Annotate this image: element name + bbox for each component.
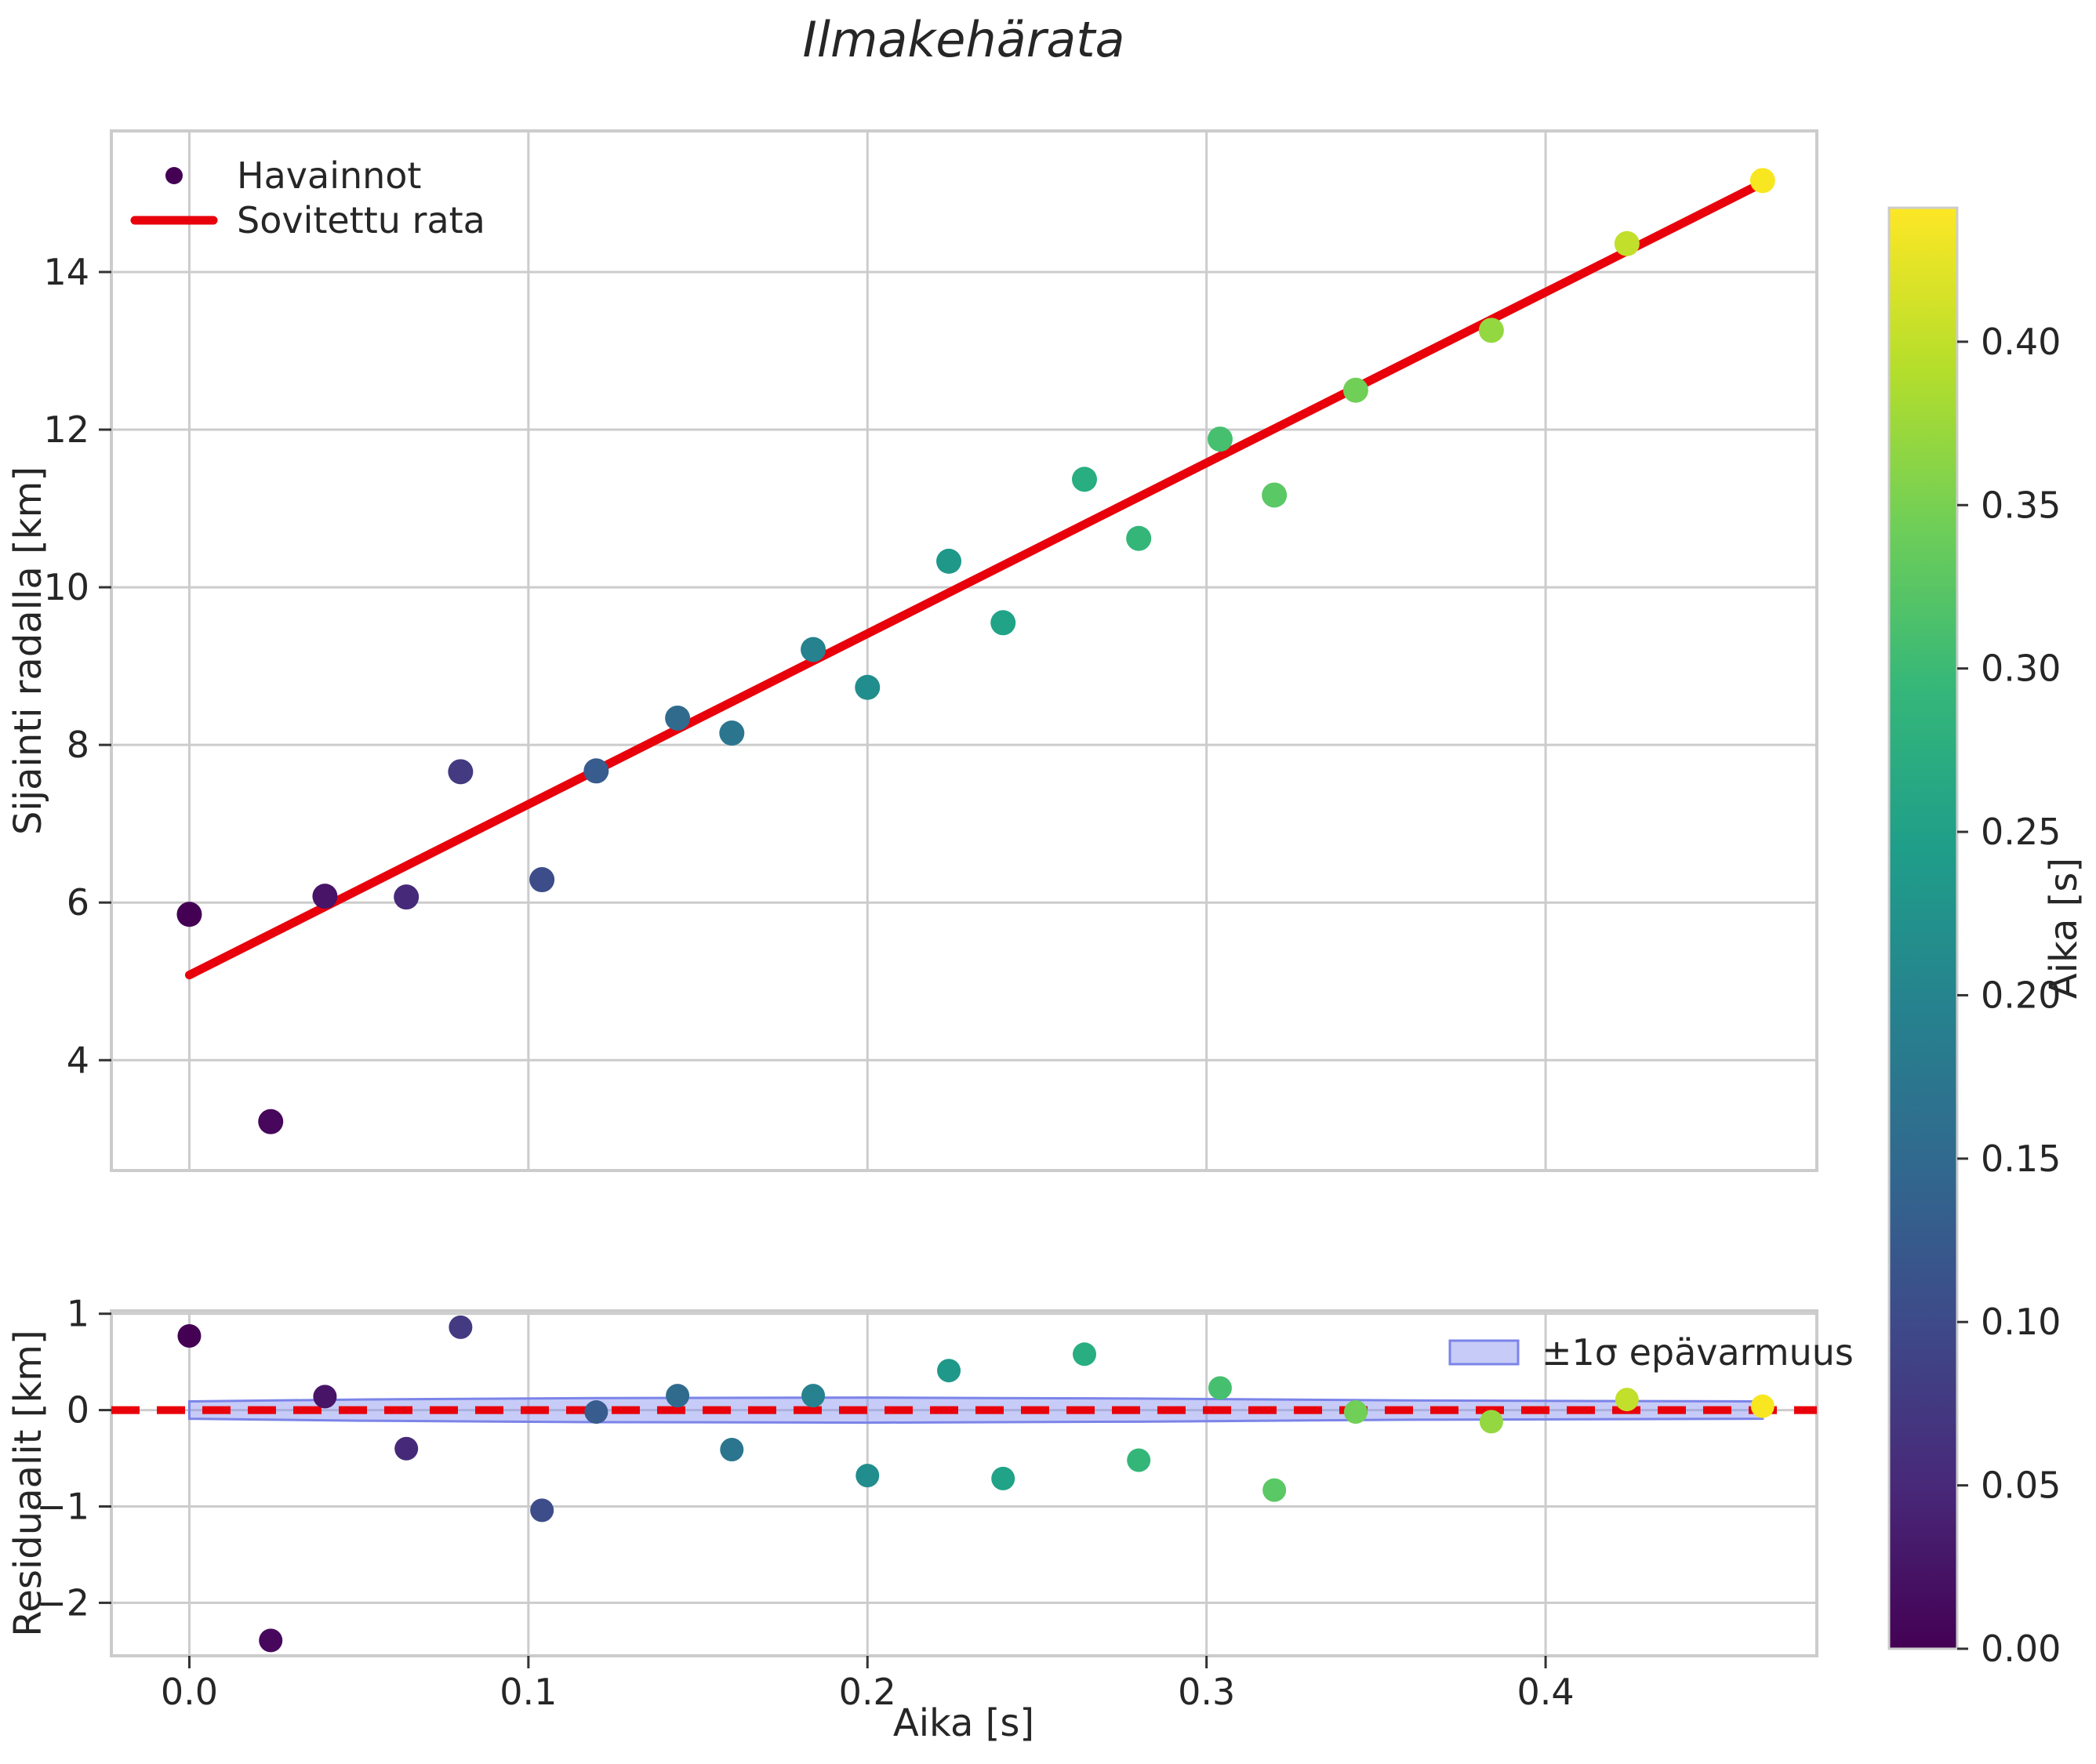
colorbar-tick-label: 0.05 (1981, 1465, 2061, 1507)
residual-point (530, 1498, 554, 1522)
residual-point (394, 1437, 418, 1461)
residual-point (584, 1400, 608, 1424)
data-point (394, 884, 419, 909)
residual-point (177, 1324, 201, 1348)
residual-point (1262, 1479, 1286, 1502)
main-y-axis-label: Sijainti radalla [km] (6, 466, 50, 835)
y-tick-label: 0 (67, 1389, 89, 1432)
colorbar-tick-label: 0.00 (1981, 1628, 2061, 1670)
data-point (529, 867, 554, 892)
data-point (1750, 168, 1775, 193)
x-axis-label: Aika [s] (893, 1701, 1034, 1745)
residual-point (1127, 1449, 1150, 1472)
y-tick-label: 10 (43, 566, 89, 608)
residual-point (1344, 1400, 1368, 1424)
residual-point (720, 1438, 743, 1461)
data-point (1479, 318, 1504, 343)
data-point (1072, 466, 1097, 492)
data-point (801, 637, 826, 662)
residual-point (1615, 1388, 1639, 1411)
legend-fit-label: Sovitettu rata (237, 199, 485, 241)
data-point (258, 1109, 283, 1134)
residual-point (259, 1628, 282, 1652)
data-point (990, 610, 1015, 635)
data-point (312, 884, 337, 909)
residual-point (1751, 1395, 1775, 1418)
residual-point (1073, 1342, 1096, 1366)
colorbar-tick-label: 0.40 (1981, 321, 2061, 363)
residual-y-axis-label: Residuaalit [km] (6, 1330, 50, 1637)
residual-point (937, 1359, 961, 1382)
colorbar-tick-label: 0.30 (1981, 648, 2061, 690)
colorbar-tick-label: 0.25 (1981, 811, 2061, 853)
x-tick-label: 0.0 (161, 1671, 218, 1713)
y-tick-label: 12 (43, 408, 89, 451)
residual-point (449, 1316, 472, 1339)
data-point (855, 675, 880, 700)
legend-observations-marker-icon (165, 167, 183, 184)
residual-point (855, 1464, 879, 1487)
legend-band-label: ±1σ epävarmuus (1542, 1331, 1854, 1374)
colorbar-tick-label: 0.10 (1981, 1301, 2061, 1343)
residual-point (991, 1467, 1015, 1490)
residual-point (1208, 1376, 1232, 1399)
y-tick-label: 6 (67, 881, 89, 924)
data-point (176, 902, 202, 927)
chart-title: Ilmakehärata (802, 11, 1124, 68)
y-tick-label: 8 (67, 724, 89, 766)
data-point (1615, 231, 1640, 256)
colorbar-tick-label: 0.15 (1981, 1138, 2061, 1180)
data-point (719, 720, 744, 746)
data-point (1262, 482, 1287, 507)
figure: Ilmakehärata 46810121410−1−20.00.10.20.3… (0, 0, 2096, 1761)
y-tick-label: 14 (43, 251, 89, 293)
data-point (448, 759, 473, 784)
data-point (1208, 426, 1233, 452)
x-tick-label: 0.2 (839, 1671, 896, 1713)
data-point (583, 758, 608, 783)
data-point (665, 706, 690, 731)
colorbar-gradient-bar (1889, 208, 1957, 1649)
residual-point (1480, 1410, 1503, 1433)
x-tick-label: 0.4 (1517, 1671, 1574, 1713)
colorbar: 0.000.050.100.150.200.250.300.350.40 Aik… (1889, 208, 2086, 1670)
data-point (1343, 378, 1368, 403)
y-tick-label: 4 (67, 1039, 89, 1081)
residual-point (666, 1384, 689, 1407)
chart-canvas: Ilmakehärata 46810121410−1−20.00.10.20.3… (0, 0, 2096, 1761)
y-tick-label: 1 (67, 1293, 89, 1335)
x-tick-label: 0.1 (499, 1671, 557, 1713)
legend-band-patch-icon (1450, 1341, 1518, 1364)
residual-point (313, 1385, 336, 1408)
x-tick-label: 0.3 (1178, 1671, 1235, 1713)
residual-point (801, 1384, 825, 1407)
colorbar-label: Aika [s] (2042, 858, 2086, 999)
data-point (936, 549, 961, 574)
data-point (1126, 526, 1151, 551)
colorbar-tick-label: 0.35 (1981, 484, 2061, 526)
legend-observations-label: Havainnot (237, 154, 421, 197)
